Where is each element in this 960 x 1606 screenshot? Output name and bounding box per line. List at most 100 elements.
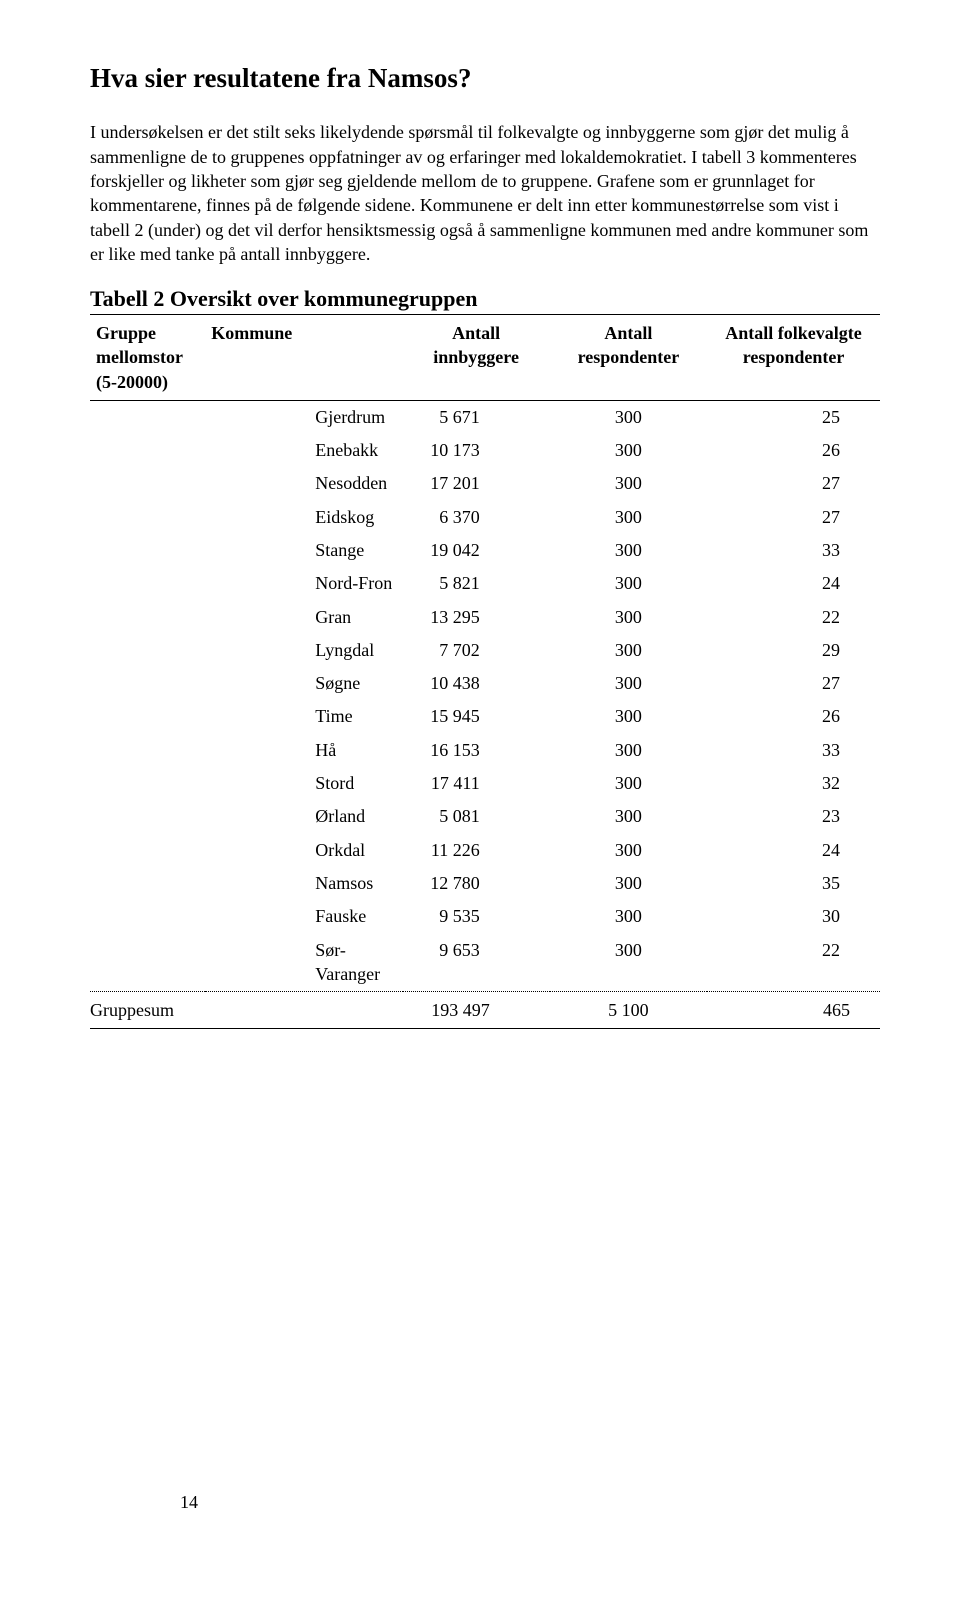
cell-kommune: Namsos — [205, 867, 402, 900]
cell-kommune: Time — [205, 700, 402, 733]
cell-resp: 300 — [550, 567, 707, 600]
cell-innbyggere: 9 535 — [403, 900, 550, 933]
cell-resp: 300 — [550, 400, 707, 434]
table-row: Stord17 41130032 — [90, 767, 880, 800]
table-row: Stange19 04230033 — [90, 534, 880, 567]
cell-resp: 300 — [550, 934, 707, 992]
cell-fresp: 35 — [707, 867, 880, 900]
cell-gruppe — [90, 634, 205, 667]
page-heading: Hva sier resultatene fra Namsos? — [90, 60, 880, 96]
cell-resp: 300 — [550, 900, 707, 933]
cell-gruppe — [90, 400, 205, 434]
cell-kommune: Gran — [205, 601, 402, 634]
table-row: Søgne10 43830027 — [90, 667, 880, 700]
cell-kommune: Eidskog — [205, 501, 402, 534]
cell-resp: 300 — [550, 467, 707, 500]
cell-gruppe — [90, 700, 205, 733]
cell-gruppe — [90, 867, 205, 900]
cell-kommune: Stange — [205, 534, 402, 567]
table-row: Hå16 15330033 — [90, 734, 880, 767]
cell-innbyggere: 17 201 — [403, 467, 550, 500]
cell-resp: 300 — [550, 700, 707, 733]
cell-gruppe — [90, 434, 205, 467]
cell-innbyggere: 10 438 — [403, 667, 550, 700]
table-sum-row: Gruppesum 193 4975 100465 — [90, 992, 880, 1029]
page-number: 14 — [180, 1490, 198, 1514]
cell-fresp: 33 — [707, 534, 880, 567]
cell-gruppe — [90, 601, 205, 634]
cell-resp: 300 — [550, 634, 707, 667]
cell-fresp: 30 — [707, 900, 880, 933]
cell-gruppe — [90, 467, 205, 500]
table-row: Enebakk10 17330026 — [90, 434, 880, 467]
intro-paragraph: I undersøkelsen er det stilt seks likely… — [90, 120, 880, 266]
cell-gruppe — [90, 800, 205, 833]
cell-fresp: 27 — [707, 467, 880, 500]
cell-fresp: 22 — [707, 934, 880, 992]
cell-resp: 300 — [550, 601, 707, 634]
cell-kommune: Nord-Fron — [205, 567, 402, 600]
table-row: Namsos12 78030035 — [90, 867, 880, 900]
cell-fresp: 24 — [707, 834, 880, 867]
cell-gruppe — [90, 900, 205, 933]
cell-fresp: 29 — [707, 634, 880, 667]
table-title: Tabell 2 Oversikt over kommunegruppen — [90, 284, 880, 314]
cell-resp: 300 — [550, 501, 707, 534]
cell-sum-blank — [205, 992, 402, 1029]
cell-kommune: Nesodden — [205, 467, 402, 500]
cell-innbyggere: 10 173 — [403, 434, 550, 467]
cell-innbyggere: 11 226 — [403, 834, 550, 867]
cell-kommune: Orkdal — [205, 834, 402, 867]
col-header-kommune: Kommune — [205, 314, 402, 400]
cell-sum-resp: 5 100 — [550, 992, 707, 1029]
cell-sum-fresp: 465 — [707, 992, 880, 1029]
cell-resp: 300 — [550, 834, 707, 867]
cell-fresp: 27 — [707, 501, 880, 534]
cell-innbyggere: 7 702 — [403, 634, 550, 667]
table-row: Orkdal11 22630024 — [90, 834, 880, 867]
cell-kommune: Hå — [205, 734, 402, 767]
cell-kommune: Lyngdal — [205, 634, 402, 667]
table-row: Sør-Varanger9 65330022 — [90, 934, 880, 992]
col-header-respondenter: Antall respondenter — [550, 314, 707, 400]
cell-kommune: Søgne — [205, 667, 402, 700]
cell-sum-label: Gruppesum — [90, 992, 205, 1029]
cell-innbyggere: 17 411 — [403, 767, 550, 800]
cell-resp: 300 — [550, 734, 707, 767]
table-row: Gran13 29530022 — [90, 601, 880, 634]
table-row: Nesodden17 20130027 — [90, 467, 880, 500]
table-body: Gjerdrum5 67130025Enebakk10 17330026Neso… — [90, 400, 880, 1029]
cell-fresp: 32 — [707, 767, 880, 800]
cell-fresp: 23 — [707, 800, 880, 833]
table-row: Time15 94530026 — [90, 700, 880, 733]
cell-resp: 300 — [550, 667, 707, 700]
cell-kommune: Stord — [205, 767, 402, 800]
cell-gruppe — [90, 834, 205, 867]
table-row: Ørland5 08130023 — [90, 800, 880, 833]
cell-kommune: Enebakk — [205, 434, 402, 467]
cell-resp: 300 — [550, 767, 707, 800]
kommune-table: Gruppe mellomstor (5-20000) Kommune Anta… — [90, 314, 880, 1030]
table-row: Nord-Fron5 82130024 — [90, 567, 880, 600]
cell-kommune: Gjerdrum — [205, 400, 402, 434]
cell-gruppe — [90, 767, 205, 800]
cell-kommune: Ørland — [205, 800, 402, 833]
cell-gruppe — [90, 567, 205, 600]
cell-sum-innbyggere: 193 497 — [403, 992, 550, 1029]
cell-fresp: 26 — [707, 434, 880, 467]
cell-fresp: 25 — [707, 400, 880, 434]
cell-innbyggere: 9 653 — [403, 934, 550, 992]
cell-gruppe — [90, 734, 205, 767]
cell-innbyggere: 12 780 — [403, 867, 550, 900]
cell-resp: 300 — [550, 800, 707, 833]
col-header-gruppe: Gruppe mellomstor (5-20000) — [90, 314, 205, 400]
cell-innbyggere: 5 671 — [403, 400, 550, 434]
cell-fresp: 24 — [707, 567, 880, 600]
cell-gruppe — [90, 534, 205, 567]
table-row: Fauske9 53530030 — [90, 900, 880, 933]
cell-fresp: 26 — [707, 700, 880, 733]
cell-resp: 300 — [550, 434, 707, 467]
cell-gruppe — [90, 501, 205, 534]
table-row: Eidskog6 37030027 — [90, 501, 880, 534]
cell-kommune: Fauske — [205, 900, 402, 933]
